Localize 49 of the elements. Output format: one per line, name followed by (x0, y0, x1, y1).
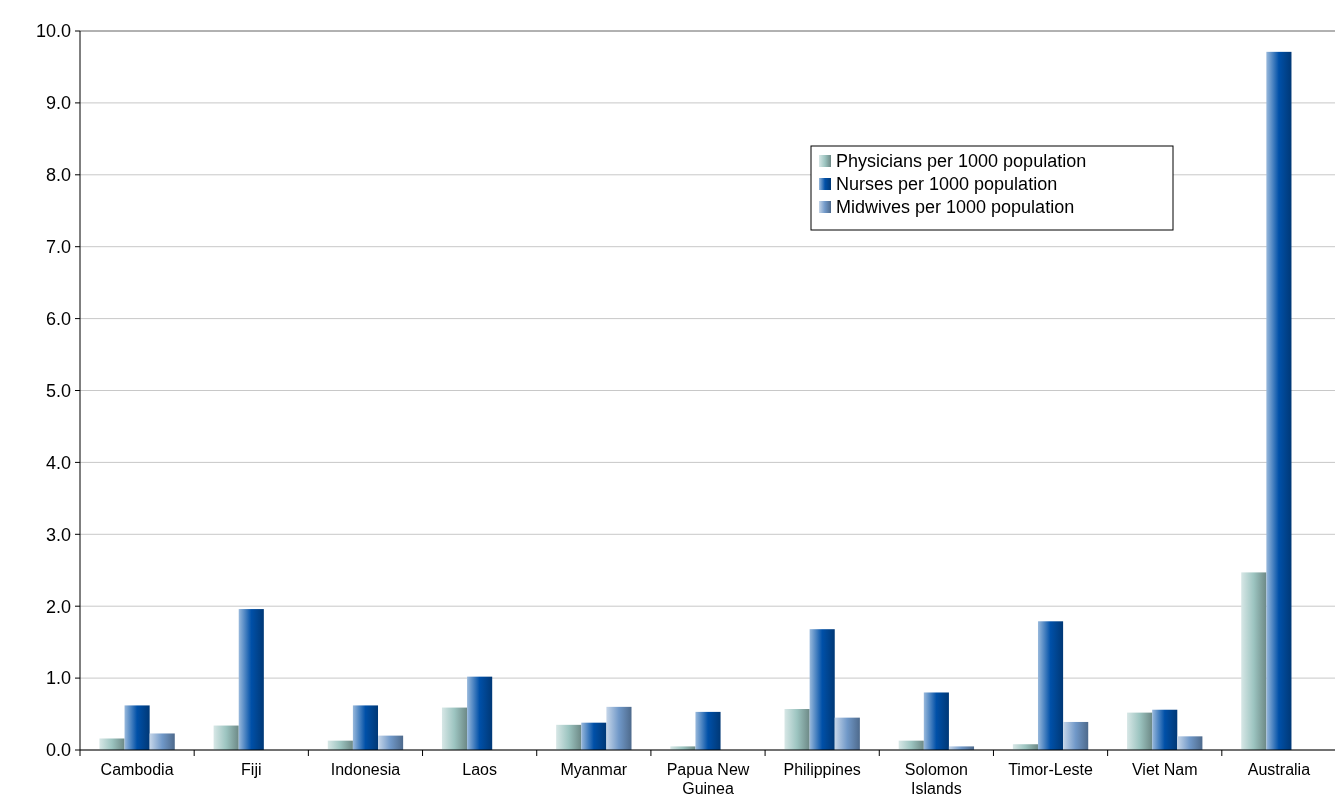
bar (124, 705, 150, 750)
y-tick-label: 3.0 (45, 524, 71, 545)
x-tick-label: Fiji (241, 761, 262, 778)
y-tick-label: 5.0 (45, 380, 71, 401)
x-tick-label: Papua New Guinea (666, 761, 750, 797)
x-tick-label: Laos (462, 761, 497, 778)
x-tick-label: Indonesia (330, 761, 401, 778)
legend-label: Physicians per 1000 population (836, 151, 1087, 172)
bar (1266, 51, 1292, 750)
bar (1152, 709, 1178, 750)
y-tick-label: 7.0 (45, 237, 71, 257)
bar (238, 609, 264, 750)
bar (378, 735, 404, 750)
legend-label: Nurses per 1000 population (836, 174, 1058, 195)
y-tick-label: 9.0 (45, 93, 71, 114)
legend-label: Midwives per 1000 population (836, 197, 1075, 218)
y-tick-label: 1.0 (45, 668, 71, 689)
bar (441, 707, 468, 750)
bar (834, 717, 860, 750)
x-tick-label: Myanmar (560, 761, 628, 778)
x-tick-label: Philippines (783, 761, 861, 778)
bar (581, 722, 607, 750)
bar (352, 705, 379, 750)
x-tick-label: Australia (1247, 761, 1311, 778)
x-tick-label: Viet Nam (1131, 761, 1198, 778)
y-tick-label: 2.0 (45, 596, 71, 617)
x-tick-label: Solomon Islands (904, 761, 968, 797)
y-tick-label: 10.0 (35, 21, 71, 42)
y-tick-label: 0.0 (45, 740, 71, 761)
bar (1241, 572, 1267, 750)
bar (213, 725, 239, 750)
y-tick-label: 6.0 (45, 308, 71, 329)
x-tick-label: Cambodia (100, 761, 174, 778)
bar (1037, 621, 1064, 750)
bar (467, 676, 493, 750)
bar (99, 738, 125, 750)
bar (923, 692, 949, 750)
bar (1063, 721, 1089, 750)
y-tick-label: 8.0 (45, 165, 71, 186)
bar (1127, 712, 1153, 750)
y-tick-label: 4.0 (45, 452, 71, 473)
bar (1177, 736, 1203, 750)
bar (149, 733, 175, 750)
x-tick-label: Timor-Leste (1008, 761, 1094, 778)
bar (809, 629, 835, 750)
bar (556, 724, 582, 750)
bar (606, 706, 632, 750)
bar (784, 709, 810, 750)
bar (695, 711, 721, 750)
